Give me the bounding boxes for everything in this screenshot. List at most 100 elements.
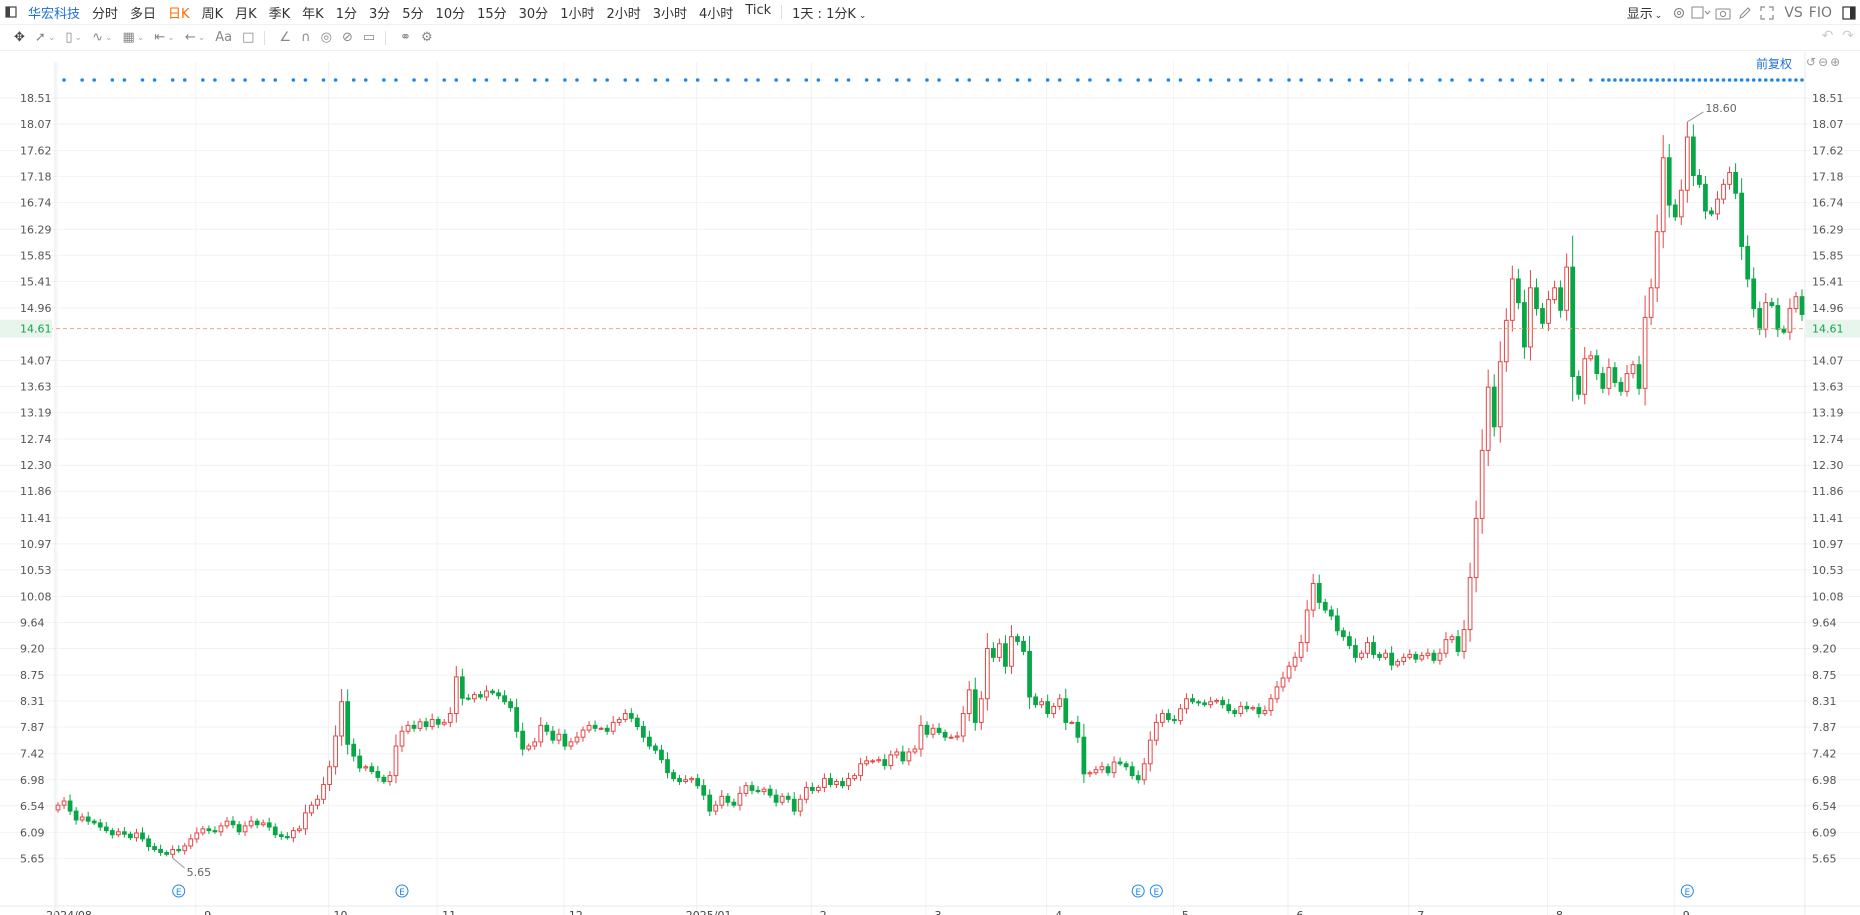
candle-body[interactable]: [1377, 653, 1382, 658]
candle-body[interactable]: [1262, 710, 1268, 715]
display-menu[interactable]: 显示 ⌄: [1621, 3, 1669, 22]
period-tab[interactable]: 15分: [477, 6, 507, 22]
candle-body[interactable]: [622, 713, 628, 720]
candle-body[interactable]: [1401, 656, 1407, 663]
candle-body[interactable]: [236, 824, 242, 833]
pencil-icon[interactable]: [1734, 2, 1756, 24]
candle-body[interactable]: [1045, 701, 1051, 715]
candle-body[interactable]: [942, 731, 948, 738]
candle-body[interactable]: [1697, 174, 1702, 185]
candle-body[interactable]: [339, 701, 345, 737]
candle-body[interactable]: [1039, 701, 1045, 706]
candle-body[interactable]: [689, 778, 695, 781]
event-marker-icon[interactable]: [1149, 884, 1163, 898]
candle-body[interactable]: [508, 701, 513, 709]
candle-body[interactable]: [1660, 157, 1666, 233]
candle-body[interactable]: [1244, 705, 1250, 710]
candle-body[interactable]: [115, 831, 121, 836]
candle-body[interactable]: [1690, 136, 1696, 176]
gear-icon[interactable]: [1668, 2, 1690, 24]
candle-body[interactable]: [852, 775, 857, 780]
candle-body[interactable]: [1654, 231, 1660, 289]
candle-body[interactable]: [297, 828, 302, 832]
candle-body[interactable]: [1365, 642, 1370, 654]
candle-body[interactable]: [1033, 696, 1038, 706]
candle-body[interactable]: [1328, 609, 1334, 617]
candle-body[interactable]: [1727, 172, 1732, 185]
candle-body[interactable]: [73, 810, 79, 821]
candle-body[interactable]: [478, 694, 483, 698]
candle-body[interactable]: [345, 701, 351, 745]
candle-body[interactable]: [1081, 736, 1087, 775]
candle-body[interactable]: [459, 676, 465, 699]
candle-body[interactable]: [1298, 642, 1304, 658]
candle-body[interactable]: [1117, 761, 1123, 765]
candle-body[interactable]: [653, 745, 658, 751]
candle-body[interactable]: [218, 825, 224, 833]
eye-icon[interactable]: ◎: [320, 30, 332, 45]
arrow-tool-icon[interactable]: ← ⌄: [184, 30, 206, 45]
candle-body[interactable]: [520, 730, 526, 750]
candle-body[interactable]: [1359, 652, 1364, 658]
candle-body[interactable]: [580, 729, 586, 738]
panel-toggle-icon[interactable]: [1838, 2, 1860, 24]
candle-body[interactable]: [1353, 645, 1358, 658]
candle-body[interactable]: [598, 727, 604, 730]
candle-body[interactable]: [496, 692, 501, 697]
candle-body[interactable]: [647, 736, 652, 747]
wave-tool-icon[interactable]: ∿ ⌄: [92, 30, 113, 45]
zoom-in-icon[interactable]: ⊕: [1830, 55, 1841, 69]
candle-body[interactable]: [224, 820, 230, 827]
candle-body[interactable]: [737, 792, 743, 806]
candle-body[interactable]: [1395, 661, 1401, 666]
candle-body[interactable]: [701, 785, 707, 796]
candle-body[interactable]: [773, 794, 779, 803]
event-marker-icon[interactable]: [172, 884, 186, 898]
candle-body[interactable]: [803, 786, 809, 800]
undo-icon[interactable]: ↶: [1821, 28, 1834, 44]
candle-body[interactable]: [1540, 308, 1545, 324]
candle-body[interactable]: [1437, 652, 1443, 661]
candle-body[interactable]: [1606, 367, 1612, 389]
candle-body[interactable]: [447, 713, 453, 723]
candle-body[interactable]: [978, 698, 984, 723]
period-tab[interactable]: 周K: [201, 6, 224, 22]
candle-body[interactable]: [453, 676, 459, 715]
event-marker-icon[interactable]: [1680, 884, 1694, 898]
candle-body[interactable]: [1190, 698, 1195, 703]
candle-body[interactable]: [55, 804, 61, 811]
candle-body[interactable]: [1129, 766, 1135, 777]
link-icon[interactable]: ⚭: [400, 30, 412, 45]
text-tool-icon[interactable]: Aa: [215, 30, 233, 45]
candle-body[interactable]: [1003, 643, 1008, 667]
candle-body[interactable]: [1015, 636, 1020, 642]
candle-body[interactable]: [1509, 278, 1515, 321]
candle-body[interactable]: [128, 833, 133, 839]
candle-body[interactable]: [1678, 189, 1684, 218]
candle-body[interactable]: [634, 717, 640, 728]
candle-body[interactable]: [1449, 636, 1455, 641]
gear-icon[interactable]: ⚙: [421, 30, 433, 45]
candle-body[interactable]: [840, 781, 845, 787]
period-tab[interactable]: 3分: [368, 6, 391, 22]
candle-body[interactable]: [562, 733, 568, 747]
candle-body[interactable]: [1739, 192, 1745, 247]
candle-body[interactable]: [858, 763, 863, 777]
candle-body[interactable]: [206, 828, 212, 832]
candle-body[interactable]: [556, 733, 562, 741]
candle-body[interactable]: [1624, 373, 1630, 392]
candle-body[interactable]: [1178, 708, 1183, 722]
candle-body[interactable]: [484, 690, 489, 698]
candle-body[interactable]: [659, 749, 664, 761]
candle-body[interactable]: [1389, 652, 1395, 666]
camera-icon[interactable]: [1712, 2, 1734, 24]
candle-body[interactable]: [1413, 653, 1419, 660]
candle-body[interactable]: [1159, 713, 1165, 723]
candle-body[interactable]: [1733, 172, 1738, 194]
candle-body[interactable]: [1425, 652, 1431, 657]
candle-body[interactable]: [1214, 700, 1220, 703]
candle-body[interactable]: [212, 830, 218, 833]
candle-body[interactable]: [828, 778, 833, 785]
candle-body[interactable]: [1672, 204, 1678, 218]
candle-body[interactable]: [912, 748, 918, 753]
